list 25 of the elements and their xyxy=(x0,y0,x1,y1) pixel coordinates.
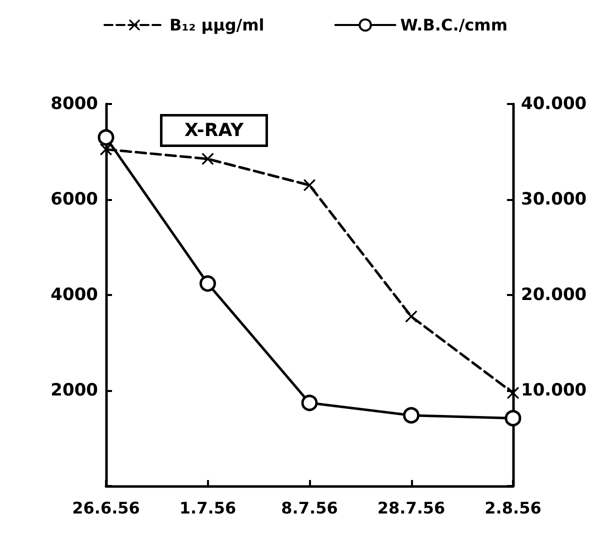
y-tick-label: 2000 xyxy=(50,380,98,400)
y2-tick-label: 10.000 xyxy=(521,380,587,400)
x-tick-label: 2.8.56 xyxy=(484,498,542,518)
y-tick-label: 8000 xyxy=(50,94,98,114)
point xyxy=(98,129,114,146)
point xyxy=(200,275,216,292)
point xyxy=(504,410,522,426)
y-tick-label: 6000 xyxy=(50,190,98,210)
point xyxy=(304,179,316,192)
point xyxy=(202,152,214,165)
y2-tick-label: 20.000 xyxy=(521,285,587,305)
point xyxy=(100,143,112,156)
x-tick-label: 26.6.56 xyxy=(72,498,140,518)
legend-label: B₁₂ μμg/ml xyxy=(170,16,264,34)
x-tick-label: 28.7.56 xyxy=(377,498,446,518)
annotation: X-RAY xyxy=(184,120,244,141)
y-tick-label: 4000 xyxy=(50,285,98,305)
point xyxy=(301,394,318,412)
point xyxy=(507,386,519,399)
y2-tick-label: 40.000 xyxy=(521,94,587,114)
legend-label: W.B.C./cmm xyxy=(400,16,508,34)
point xyxy=(403,407,420,424)
y2-tick-label: 30.000 xyxy=(521,190,587,210)
x-tick-label: 1.7.56 xyxy=(179,498,236,518)
x-tick-label: 8.7.56 xyxy=(281,498,338,518)
